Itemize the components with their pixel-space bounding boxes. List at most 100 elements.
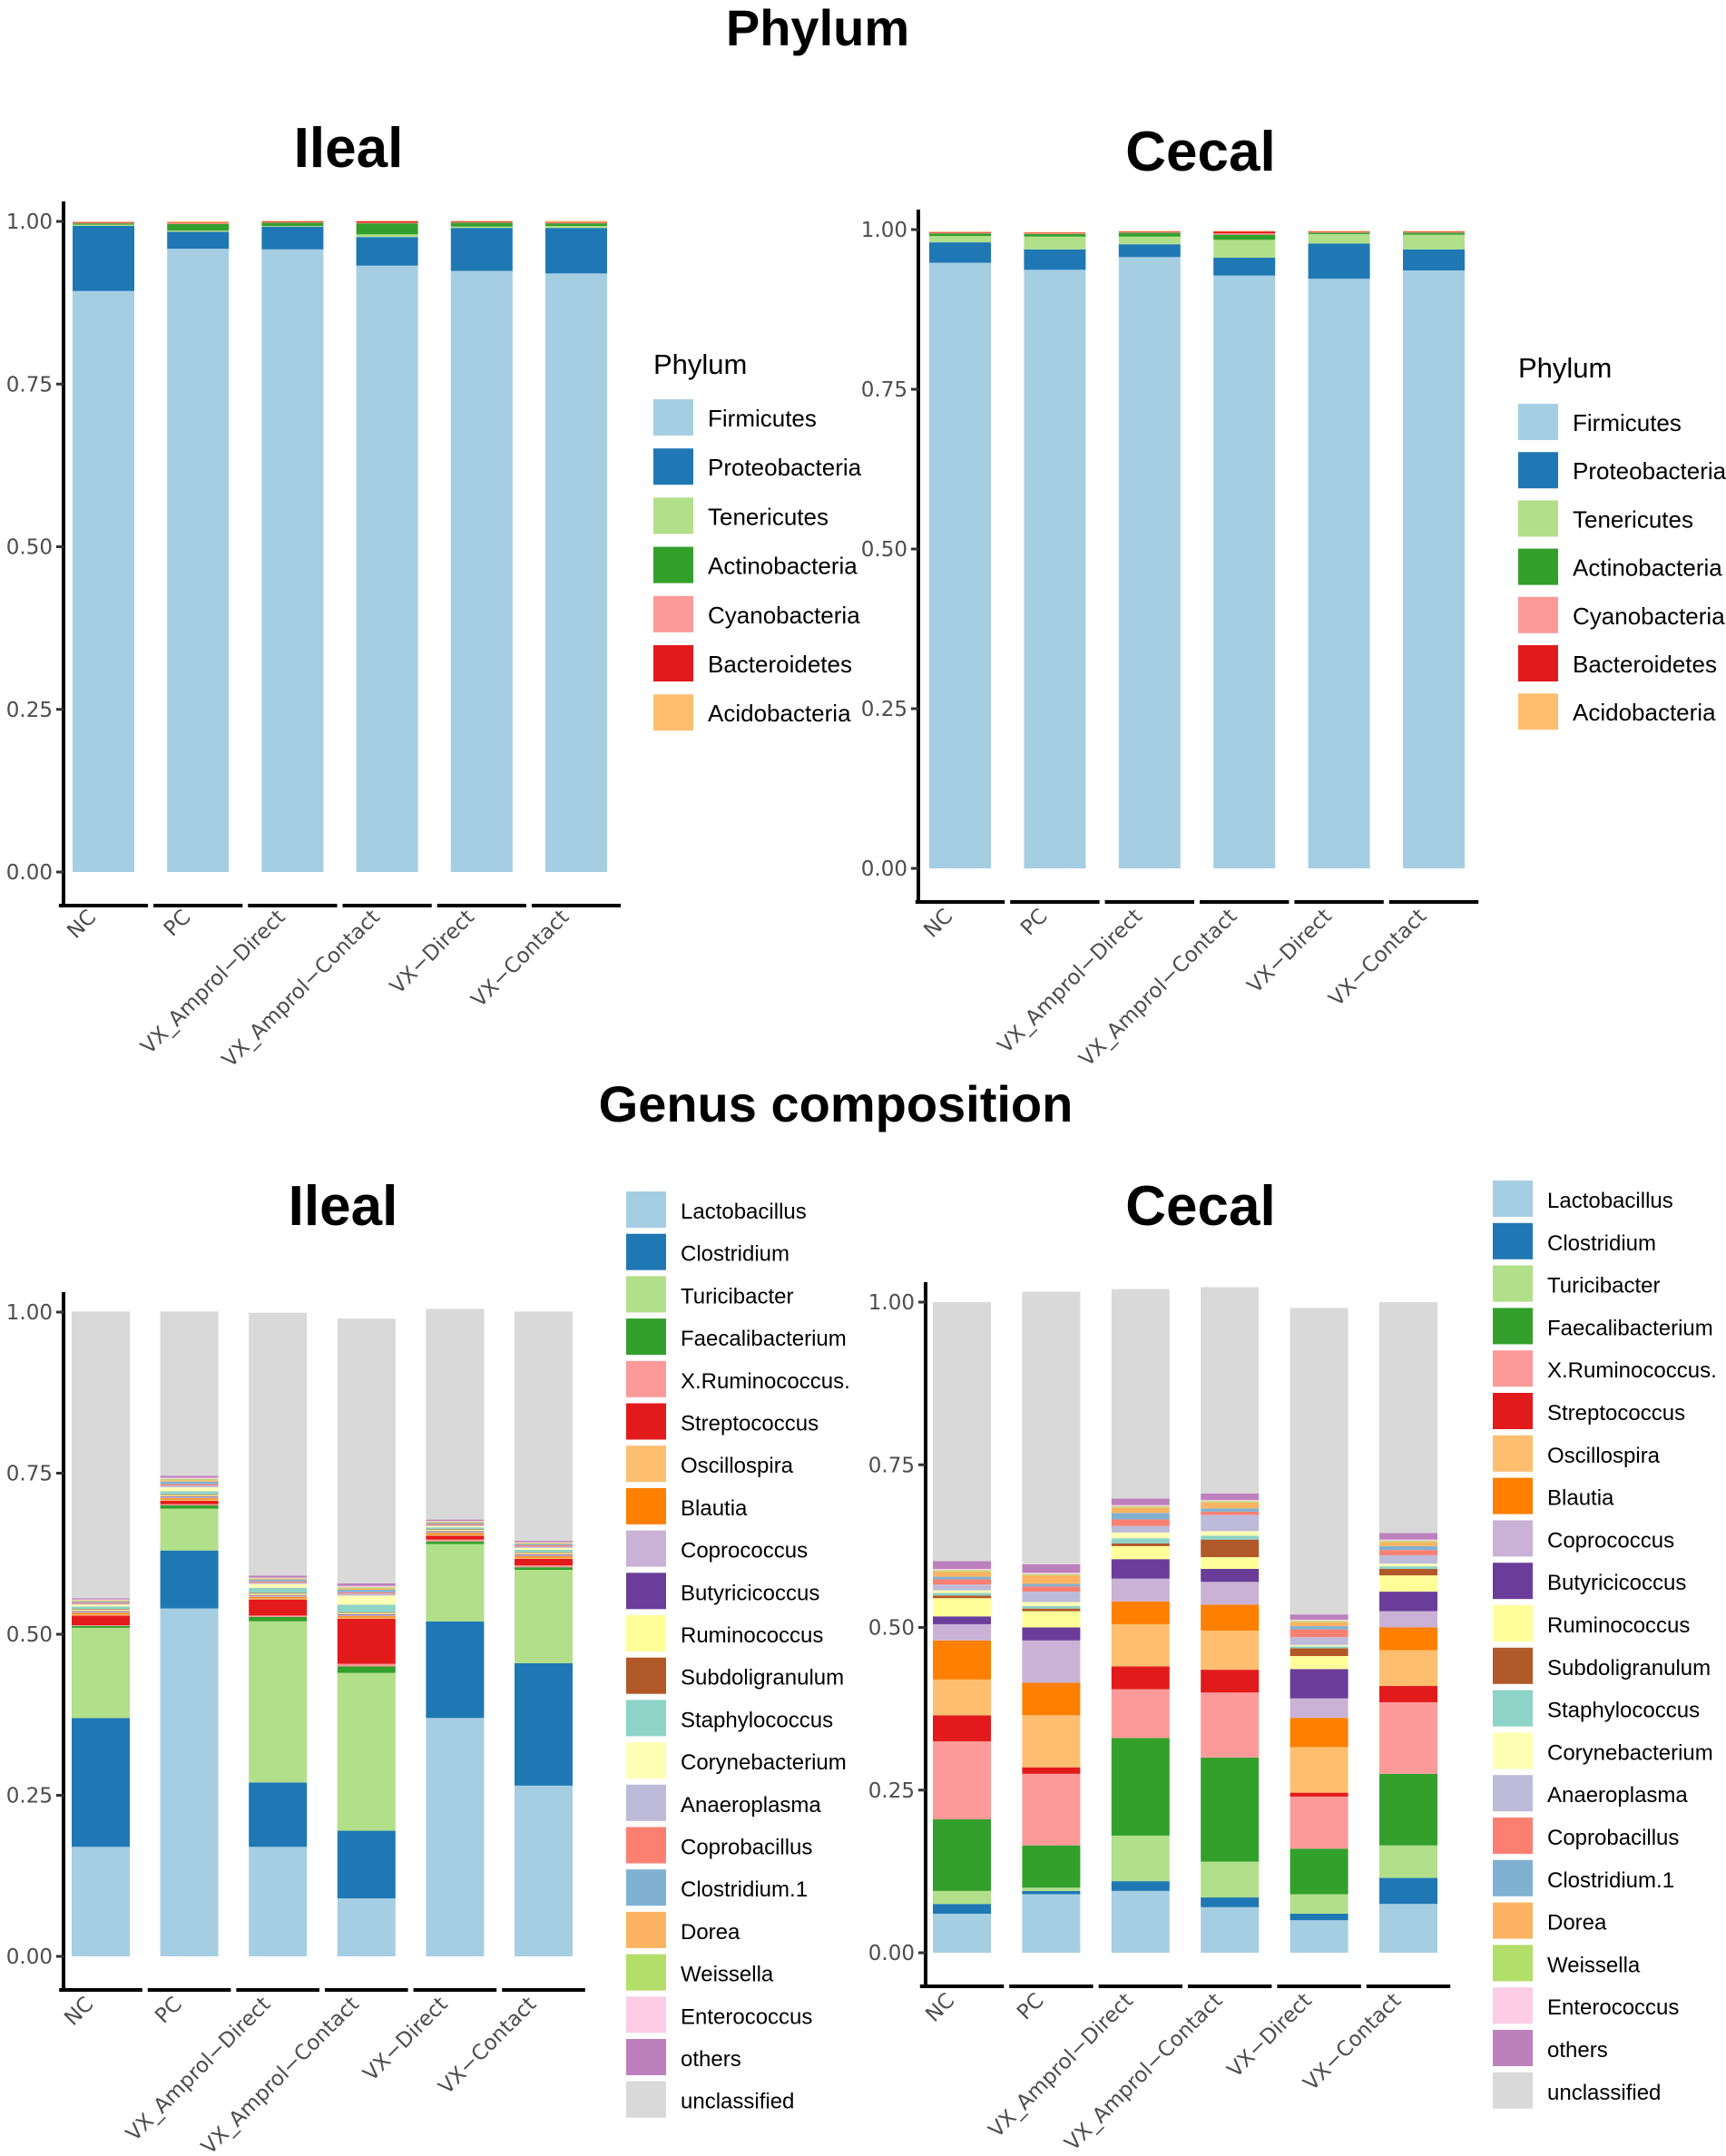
legend-label-dorea: Dorea — [681, 1920, 740, 1945]
legend-label-enterococcus: Enterococcus — [681, 2004, 812, 2029]
bar-segment-bacteroidetes-vx-direct — [450, 221, 513, 222]
bar-segment-others-nc — [933, 1561, 991, 1569]
legend-key-tenericutes — [653, 497, 693, 534]
legend-label-staphylococcus: Staphylococcus — [1547, 1699, 1700, 1723]
bar-segment-oscillospira-vx-contact — [515, 1557, 573, 1559]
bar-segment-proteobacteria-vx-direct — [450, 228, 513, 271]
legend-label-coprobacillus: Coprobacillus — [1547, 1826, 1679, 1850]
bar-segment-tenericutes-vx-amprol-contact — [1213, 240, 1276, 258]
bar-segment-anaeroplasma-pc — [160, 1485, 219, 1488]
y-tick-label: 0.75 — [6, 373, 53, 397]
bar-segment-blautia-pc — [1022, 1682, 1081, 1716]
bar-segment-oscillospira-nc — [933, 1679, 991, 1716]
bar-segment-oscillospira-pc — [160, 1499, 219, 1502]
bar-segment-faecalibacterium-vx-direct — [1290, 1848, 1348, 1895]
bar-segment-dorea-vx-amprol-contact — [1201, 1502, 1260, 1509]
legend-label-bacteroidetes: Bacteroidetes — [1573, 651, 1717, 678]
bar-segment-corynebacterium-vx-contact — [515, 1547, 573, 1550]
x-tick-label-vx-contact: VX−Contact — [467, 906, 574, 1013]
bar-segment-clostridium-1-pc — [1022, 1583, 1081, 1587]
y-tick-label: 0.00 — [868, 1942, 915, 1965]
legend-key-anaeroplasma — [626, 1784, 666, 1821]
bar-segment-streptococcus-vx-amprol-direct — [1111, 1666, 1170, 1690]
bar-segment-butyricicoccus-pc — [160, 1496, 219, 1497]
y-tick-label: 1.00 — [6, 211, 53, 234]
x-tick-label-vx-direct: VX−Direct — [1243, 905, 1337, 998]
legend-label-clostridium: Clostridium — [1547, 1231, 1656, 1256]
legend-label-acidobacteria: Acidobacteria — [708, 700, 851, 727]
legend-key-proteobacteria — [1518, 452, 1558, 489]
bar-segment-oscillospira-nc — [72, 1613, 130, 1616]
bar-segment-enterococcus-vx-amprol-contact — [337, 1585, 396, 1588]
bar-segment-firmicutes-pc — [167, 249, 230, 872]
bar-segment-staphylococcus-vx-direct — [426, 1527, 485, 1530]
bar-segment-turicibacter-pc — [160, 1508, 219, 1551]
legend-label-weissella: Weissella — [1547, 1953, 1641, 1977]
bar-segment-clostridium-pc — [1022, 1890, 1081, 1895]
legend-key-x-ruminococcus — [1493, 1350, 1533, 1387]
legend-key-blautia — [626, 1487, 666, 1524]
bar-segment-actinobacteria-vx-amprol-direct — [1118, 232, 1181, 237]
bar-segment-lactobacillus-vx-amprol-direct — [249, 1847, 308, 1956]
bar-segment-weissella-vx-amprol-direct — [1111, 1506, 1170, 1508]
bar-segment-streptococcus-vx-amprol-direct — [249, 1599, 308, 1616]
bar-segment-others-vx-contact — [515, 1541, 573, 1543]
bar-segment-unclassified-vx-contact — [1379, 1302, 1437, 1534]
bar-segment-coprococcus-nc — [933, 1623, 991, 1641]
bar-segment-anaeroplasma-vx-contact — [1379, 1554, 1437, 1564]
bar-segment-proteobacteria-vx-amprol-direct — [1118, 244, 1181, 258]
legend-key-subdoligranulum — [1493, 1647, 1533, 1684]
x-tick-label-vx-direct: VX−Direct — [1223, 1989, 1317, 2082]
bar-segment-unclassified-vx-amprol-contact — [1201, 1287, 1260, 1494]
legend-label-firmicutes: Firmicutes — [708, 405, 817, 432]
bar-segment-coprococcus-vx-amprol-contact — [337, 1614, 396, 1617]
bar-segment-blautia-nc — [933, 1640, 991, 1680]
bar-segment-clostridium-1-vx-direct — [426, 1523, 485, 1524]
bar-segment-firmicutes-vx-contact — [1403, 270, 1465, 868]
bar-segment-coprococcus-pc — [1022, 1640, 1081, 1683]
bar-segment-bacteroidetes-vx-contact — [1403, 231, 1465, 232]
bar-segment-bacteroidetes-vx-contact — [545, 221, 607, 223]
bar-segment-proteobacteria-nc — [929, 242, 991, 263]
legend-key-staphylococcus — [626, 1700, 666, 1737]
legend-key-tenericutes — [1518, 500, 1558, 537]
bar-segment-anaeroplasma-nc — [72, 1603, 130, 1605]
bar-segment-subdoligranulum-pc — [1022, 1608, 1081, 1612]
bar-segment-lactobacillus-vx-amprol-direct — [1111, 1890, 1170, 1953]
panel-title: Ileal — [294, 117, 404, 180]
bar-segment-turicibacter-vx-amprol-contact — [1201, 1861, 1260, 1898]
x-tick-label-vx-contact: VX−Contact — [1325, 905, 1432, 1012]
bar-segment-x-ruminococcus-vx-amprol-contact — [337, 1663, 396, 1667]
legend-key-faecalibacterium — [626, 1318, 666, 1356]
bar-segment-subdoligranulum-nc — [72, 1609, 130, 1611]
bar-segment-tenericutes-nc — [73, 224, 134, 227]
genus-section-title: Genus composition — [599, 1075, 1074, 1132]
bar-segment-blautia-vx-contact — [515, 1556, 573, 1558]
bar-segment-staphylococcus-nc — [72, 1606, 130, 1610]
genus-ileal-legend: Lactobacillus Clostridium Turicibacter Faec… — [626, 1191, 850, 2118]
legend-key-firmicutes — [1518, 404, 1558, 440]
bar-segment-staphylococcus-vx-amprol-contact — [337, 1604, 396, 1612]
bar-segment-ruminococcus-vx-contact — [1379, 1575, 1437, 1592]
bar-segment-others-vx-direct — [426, 1519, 485, 1522]
bar-segment-coprobacillus-vx-direct — [426, 1524, 485, 1526]
legend-label-coprococcus: Coprococcus — [1547, 1528, 1674, 1553]
bar-segment-coprococcus-vx-amprol-direct — [1111, 1578, 1170, 1602]
bar-segment-x-ruminococcus-pc — [1022, 1773, 1081, 1846]
bar-segment-actinobacteria-vx-direct — [450, 222, 513, 227]
legend-key-lactobacillus — [626, 1191, 666, 1228]
bar-segment-others-nc — [72, 1598, 130, 1600]
bar-segment-cyanobacteria-nc — [929, 232, 991, 234]
bar-segment-bacteroidetes-vx-amprol-contact — [1213, 231, 1276, 234]
legend-label-oscillospira: Oscillospira — [1547, 1444, 1661, 1468]
legend-key-x-ruminococcus — [626, 1360, 666, 1397]
legend-label-acidobacteria: Acidobacteria — [1573, 699, 1716, 726]
bar-segment-bacteroidetes-vx-amprol-contact — [356, 221, 418, 223]
bar-segment-cyanobacteria-vx-amprol-direct — [1118, 231, 1181, 233]
legend-label-faecalibacterium: Faecalibacterium — [681, 1327, 847, 1351]
legend-key-streptococcus — [1493, 1393, 1533, 1429]
bar-segment-turicibacter-nc — [933, 1890, 991, 1905]
legend-key-unclassified — [626, 2081, 666, 2118]
legend-key-coprococcus — [626, 1530, 666, 1567]
bar-segment-subdoligranulum-nc — [933, 1595, 991, 1599]
